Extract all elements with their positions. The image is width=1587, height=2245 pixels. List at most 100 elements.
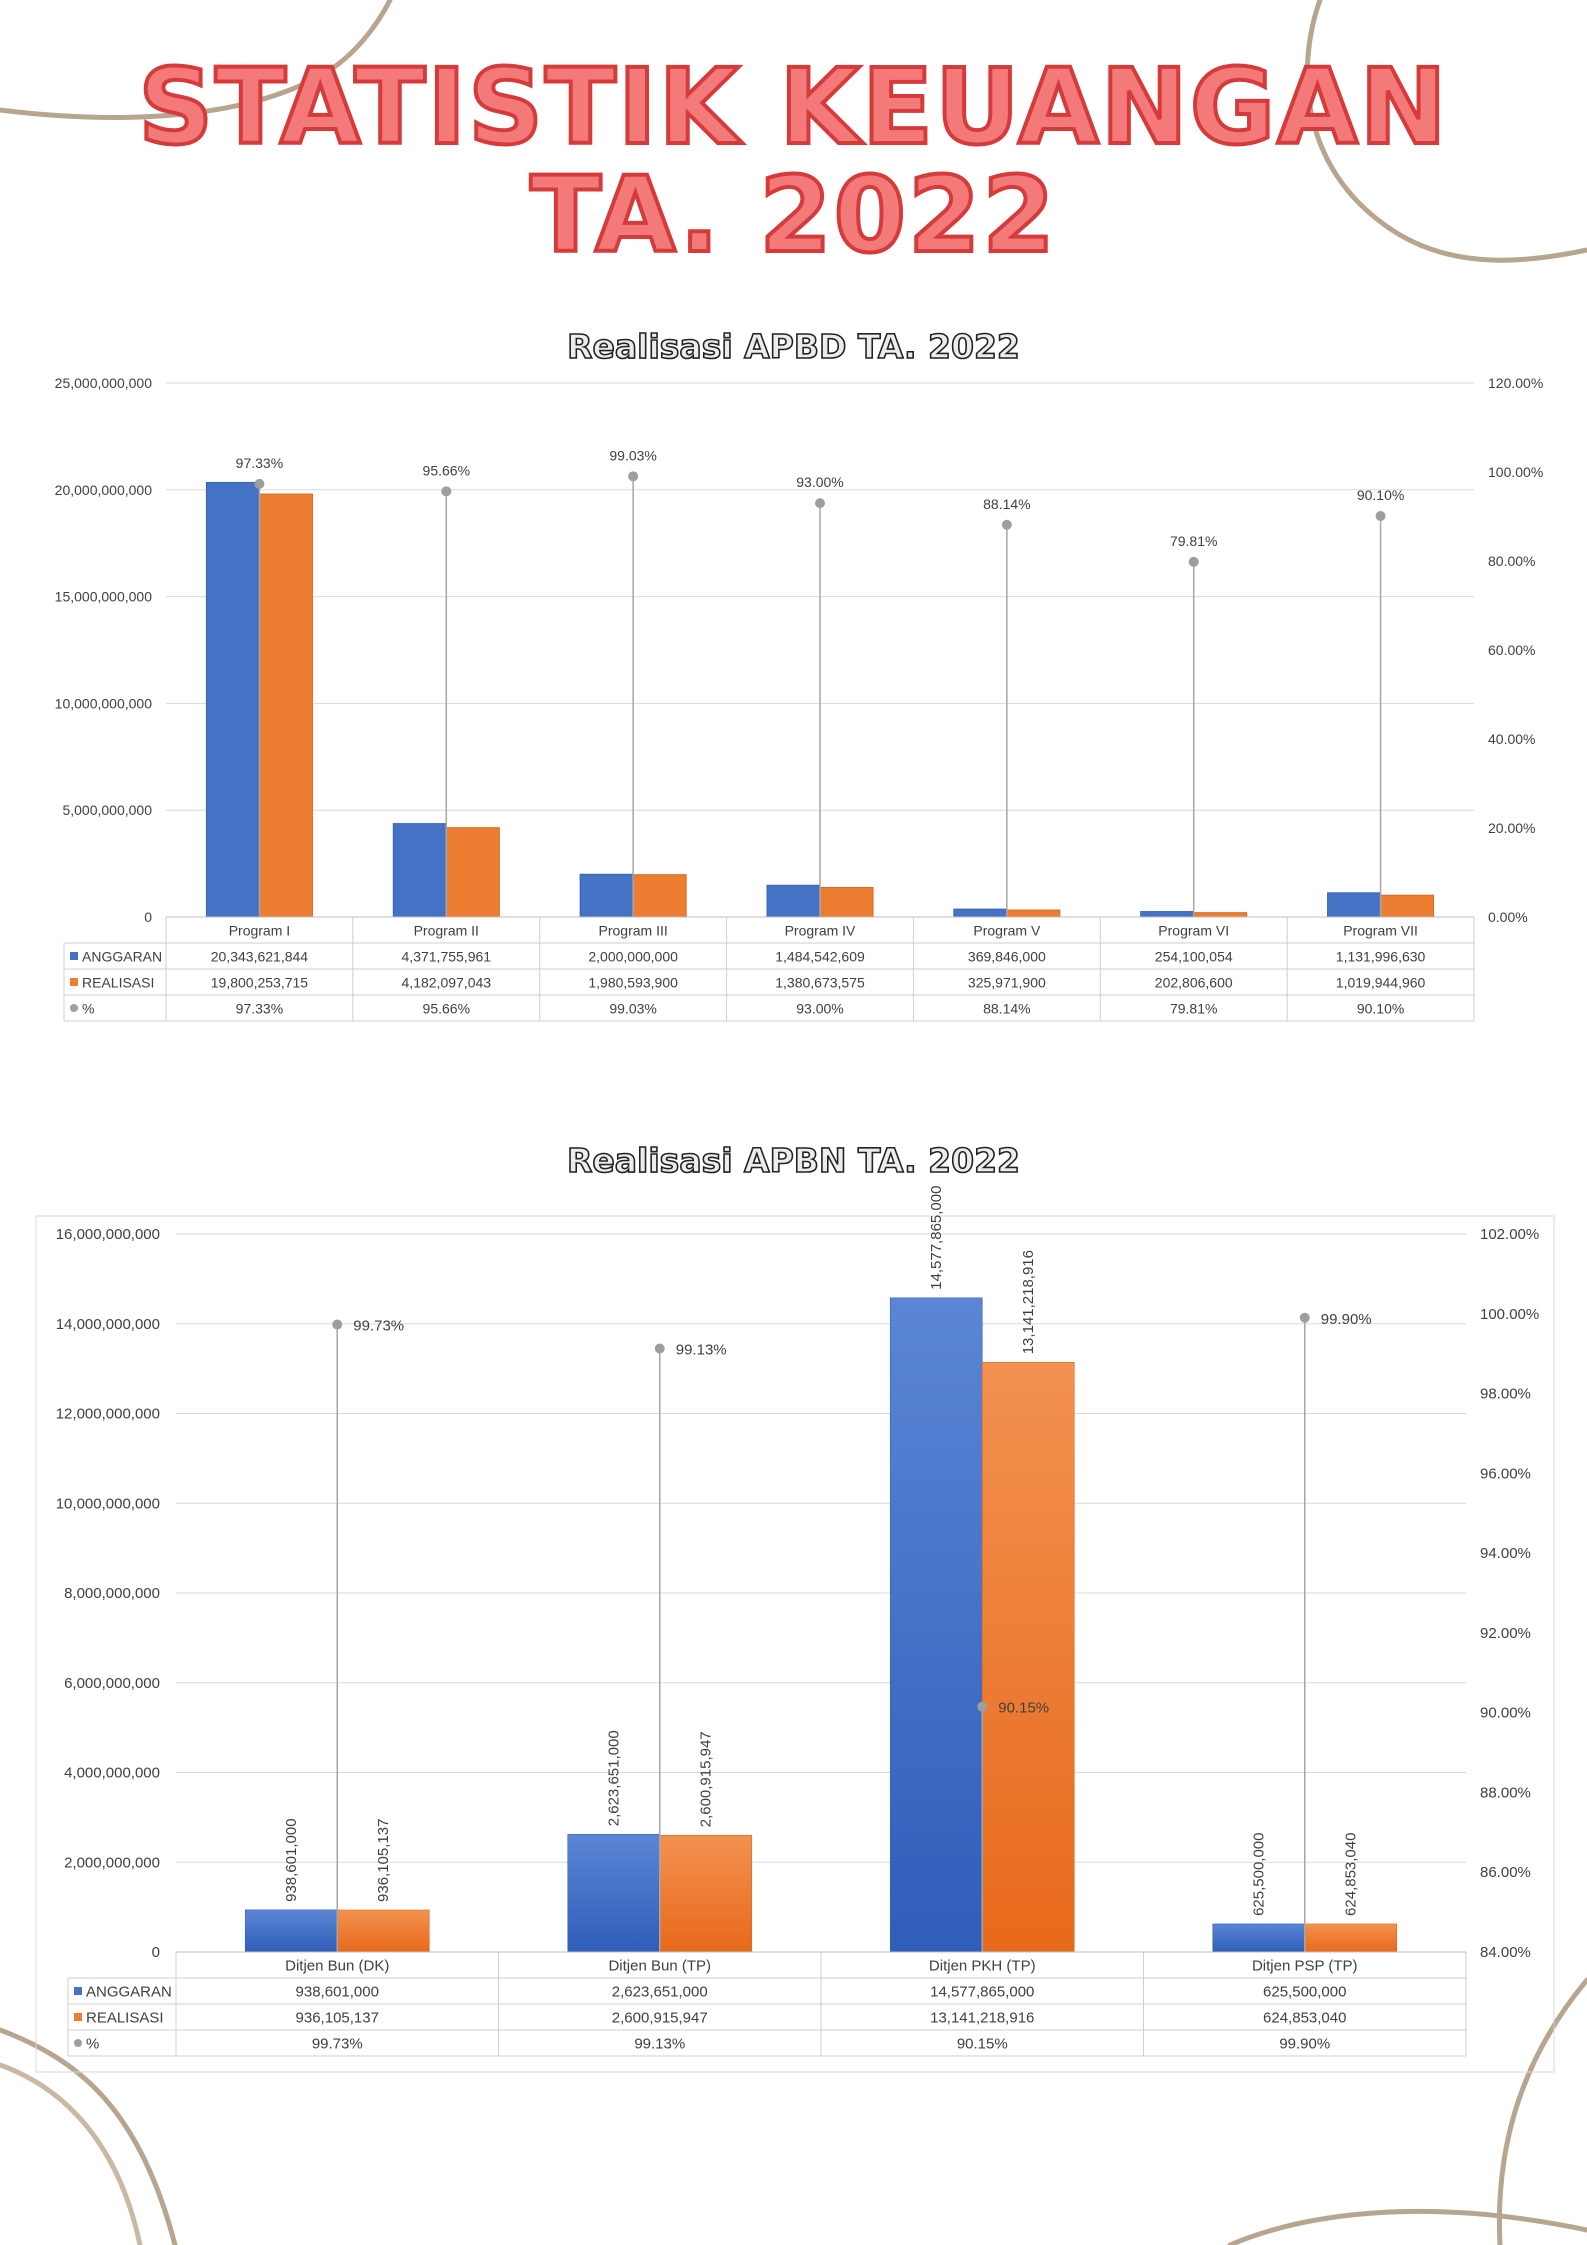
apbn-bar-realisasi [981, 1361, 1075, 1953]
apbn-bar-label-anggaran: 625,500,000 [1251, 1833, 1268, 1916]
apbn-category-label: Ditjen PSP (TP) [1252, 1958, 1358, 1975]
apbd-table-cell: 88.14% [983, 1001, 1030, 1017]
apbd-table-cell: 20,343,621,844 [211, 949, 309, 965]
apbn-percent-label: 90.15% [998, 1700, 1049, 1717]
apbn-percent-marker [977, 1701, 988, 1712]
apbd-table-cell: 1,380,673,575 [775, 975, 865, 991]
apbd-table-cell: 95.66% [423, 1001, 470, 1017]
apbn-y2-tick-label: 90.00% [1480, 1705, 1531, 1722]
apbn-y-tick-label: 6,000,000,000 [64, 1675, 160, 1692]
apbd-table-cell: 1,980,593,900 [588, 975, 678, 991]
apbn-chart-title: Realisasi APBN TA. 2022 [566, 1140, 1021, 1181]
page-title-line1: STATISTIK KEUANGAN [136, 46, 1449, 168]
apbn-y-tick-label: 2,000,000,000 [64, 1854, 160, 1871]
apbd-table-cell: 1,484,542,609 [775, 949, 865, 965]
apbn-bar-realisasi [659, 1834, 753, 1953]
apbn-y2-tick-label: 92.00% [1480, 1625, 1531, 1642]
apbn-table-cell: 938,601,000 [296, 1984, 379, 2001]
apbn-table-cell: 2,600,915,947 [612, 2010, 708, 2027]
apbd-legend-label: REALISASI [82, 975, 154, 991]
apbd-bar-realisasi [445, 827, 500, 918]
apbd-table-cell: 97.33% [236, 1001, 283, 1017]
apbd-table-cell: 1,019,944,960 [1336, 975, 1426, 991]
apbn-y2-tick-label: 86.00% [1480, 1864, 1531, 1881]
apbn-y2-tick-label: 100.00% [1480, 1306, 1539, 1323]
apbn-bar-anggaran [1212, 1923, 1306, 1953]
apbd-table-cell: 254,100,054 [1155, 949, 1233, 965]
apbd-y2-tick-label: 0.00% [1488, 909, 1528, 925]
apbd-category-label: Program IV [785, 923, 856, 939]
apbn-bar-label-realisasi: 936,105,137 [375, 1819, 392, 1902]
apbd-table-cell: 2,000,000,000 [588, 949, 678, 965]
apbd-percent-label: 95.66% [423, 462, 470, 478]
apbd-legend-label: % [82, 1001, 94, 1017]
apbd-category-label: Program VII [1343, 923, 1418, 939]
apbd-y2-tick-label: 120.00% [1488, 375, 1543, 391]
apbd-legend-key-realisasi [70, 978, 78, 986]
apbn-table-cell: 14,577,865,000 [930, 1984, 1034, 2001]
apbd-table-cell: 202,806,600 [1155, 975, 1233, 991]
apbn-y-tick-label: 16,000,000,000 [56, 1226, 160, 1243]
apbn-table-cell: 624,853,040 [1263, 2010, 1346, 2027]
apbn-y2-tick-label: 84.00% [1480, 1944, 1531, 1961]
apbd-table-cell: 90.10% [1357, 1001, 1404, 1017]
apbd-percent-label: 93.00% [796, 474, 843, 490]
apbn-y-tick-label: 10,000,000,000 [56, 1495, 160, 1512]
apbn-y2-tick-label: 102.00% [1480, 1226, 1539, 1243]
apbn-legend-label: REALISASI [86, 2010, 164, 2027]
apbn-y2-tick-label: 94.00% [1480, 1545, 1531, 1562]
apbd-category-label: Program V [973, 923, 1041, 939]
apbn-category-label: Ditjen Bun (DK) [285, 1958, 389, 1975]
apbn-category-label: Ditjen Bun (TP) [608, 1958, 711, 1975]
apbd-percent-label: 90.10% [1357, 487, 1404, 503]
apbn-y2-tick-label: 96.00% [1480, 1465, 1531, 1482]
apbn-bar-label-realisasi: 624,853,040 [1343, 1833, 1360, 1916]
apbn-bar-realisasi [1304, 1923, 1398, 1953]
apbd-table-cell: 99.03% [609, 1001, 656, 1017]
apbd-y-tick-label: 5,000,000,000 [62, 802, 152, 818]
apbd-category-label: Program VI [1158, 923, 1229, 939]
apbn-y-tick-label: 4,000,000,000 [64, 1765, 160, 1782]
apbd-legend-key-percent [70, 1004, 78, 1012]
apbn-bar-realisasi [336, 1909, 430, 1953]
apbd-y2-tick-label: 100.00% [1488, 464, 1543, 480]
apbn-bar-label-anggaran: 938,601,000 [283, 1818, 300, 1901]
apbd-table-cell: 325,971,900 [968, 975, 1046, 991]
apbd-table-cell: 79.81% [1170, 1001, 1217, 1017]
apbn-table-cell: 90.15% [957, 2036, 1008, 2053]
apbn-percent-label: 99.90% [1321, 1311, 1372, 1328]
apbd-percent-label: 79.81% [1170, 533, 1217, 549]
apbn-legend-key-anggaran [74, 1987, 82, 1995]
apbd-table-cell: 4,371,755,961 [402, 949, 492, 965]
apbd-y2-tick-label: 20.00% [1488, 820, 1535, 836]
apbd-table-cell: 1,131,996,630 [1336, 949, 1426, 965]
apbd-percent-marker [1188, 556, 1199, 567]
apbd-category-label: Program II [414, 923, 479, 939]
apbd-chart-title: Realisasi APBD TA. 2022 [566, 326, 1020, 367]
apbd-y2-tick-label: 80.00% [1488, 553, 1535, 569]
apbn-bar-anggaran [567, 1833, 661, 1953]
page-title-line2: TA. 2022 [528, 154, 1057, 276]
apbn-table-cell: 99.73% [312, 2036, 363, 2053]
apbn-legend-key-percent [74, 2039, 82, 2047]
apbd-percent-marker [254, 478, 265, 489]
apbd-y-tick-label: 0 [144, 909, 152, 925]
apbn-bar-anggaran [889, 1297, 983, 1953]
apbn-table-cell: 13,141,218,916 [930, 2010, 1034, 2027]
apbn-percent-marker [332, 1319, 343, 1330]
apbd-percent-marker [815, 498, 825, 509]
apbn-bar-label-anggaran: 14,577,865,000 [928, 1186, 945, 1290]
apbn-bar-label-anggaran: 2,623,651,000 [606, 1730, 623, 1826]
apbn-y-tick-label: 0 [152, 1944, 160, 1961]
apbd-percent-marker [441, 486, 452, 497]
apbd-legend-key-anggaran [70, 952, 78, 960]
apbn-y-tick-label: 8,000,000,000 [64, 1585, 160, 1602]
apbd-percent-label: 99.03% [609, 447, 656, 463]
apbn-table-cell: 2,623,651,000 [612, 1984, 708, 2001]
apbd-y-tick-label: 20,000,000,000 [55, 482, 153, 498]
apbn-table-cell: 99.13% [634, 2036, 685, 2053]
apbn-percent-label: 99.13% [676, 1341, 727, 1358]
